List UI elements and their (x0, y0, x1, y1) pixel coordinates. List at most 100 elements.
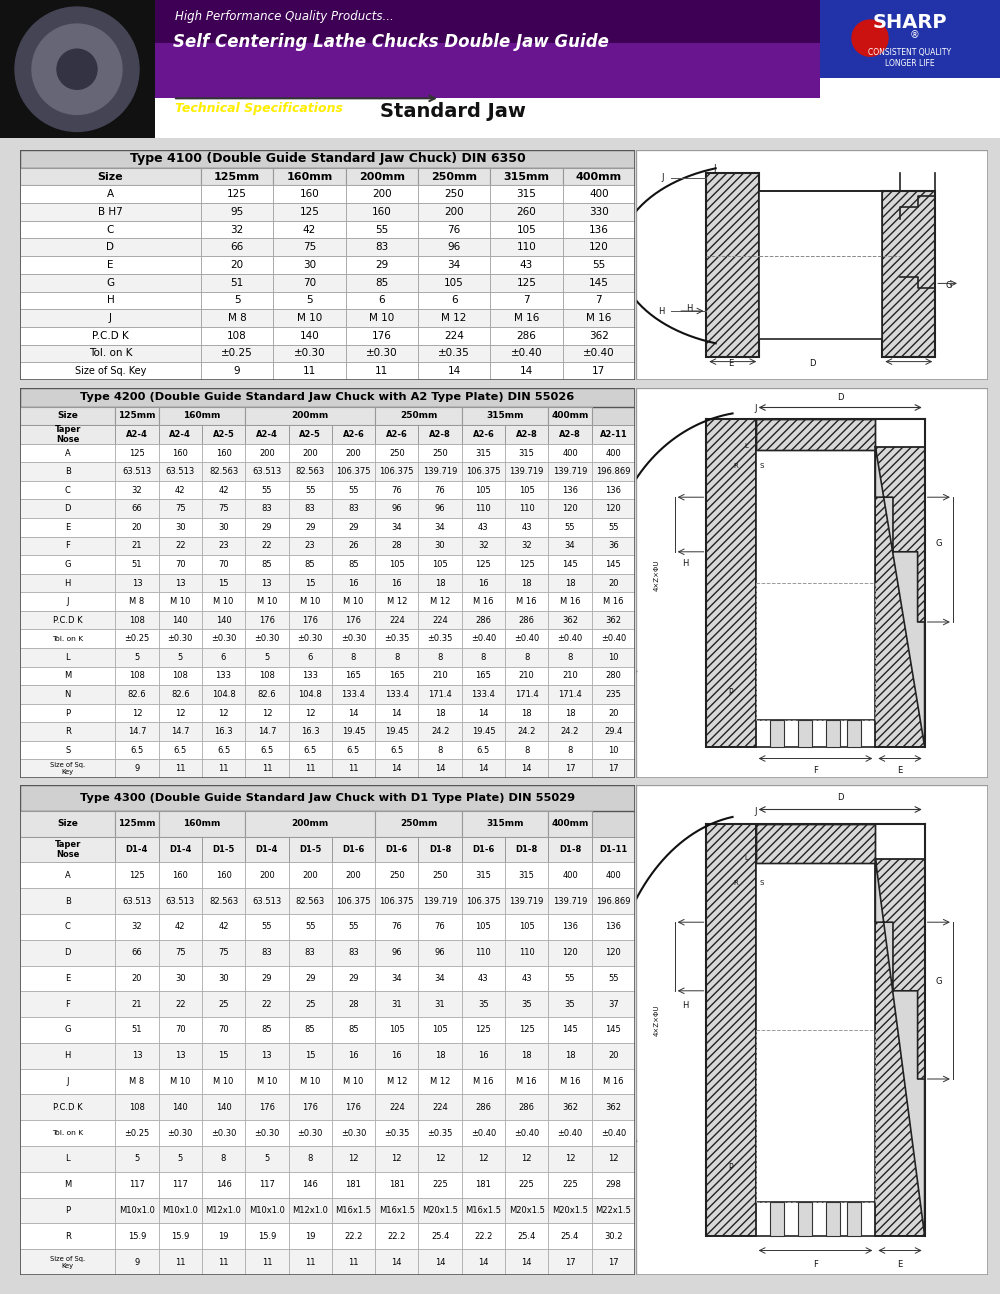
Bar (592, 1146, 635, 1172)
Bar (375, 1249, 418, 1275)
Bar (289, 426, 332, 444)
Bar (706, 173, 759, 357)
Text: 83: 83 (348, 505, 359, 514)
Text: 55: 55 (608, 523, 619, 532)
Text: 11: 11 (375, 366, 388, 377)
Text: 63.513: 63.513 (252, 467, 281, 476)
Bar (462, 1223, 505, 1249)
Bar (155, 43, 820, 98)
Text: 20: 20 (132, 974, 142, 983)
Bar (20, 722, 115, 741)
Text: 125: 125 (129, 449, 145, 458)
Bar (756, 824, 875, 863)
Bar (548, 888, 592, 914)
Text: 20: 20 (608, 1051, 619, 1060)
Text: M 16: M 16 (586, 313, 612, 324)
Text: 15.9: 15.9 (258, 1232, 276, 1241)
Text: Size: Size (57, 411, 78, 421)
Bar (159, 760, 202, 778)
Bar (245, 1198, 289, 1223)
Text: 30: 30 (218, 523, 229, 532)
Bar (418, 555, 462, 573)
Text: 104.8: 104.8 (212, 690, 235, 699)
Text: 110: 110 (476, 505, 491, 514)
Bar (332, 1069, 375, 1095)
Text: 120: 120 (589, 242, 609, 252)
Text: 30: 30 (303, 260, 316, 270)
Bar (548, 837, 592, 862)
Bar (820, 0, 1000, 98)
Bar (115, 629, 159, 648)
Text: M16x1.5: M16x1.5 (335, 1206, 371, 1215)
Bar (592, 537, 635, 555)
Bar (505, 837, 548, 862)
Text: 31: 31 (435, 1000, 445, 1009)
Bar (563, 274, 635, 291)
Bar (505, 555, 548, 573)
Text: M22x1.5: M22x1.5 (595, 1206, 631, 1215)
Text: H: H (682, 1002, 689, 1011)
Text: 110: 110 (519, 505, 535, 514)
Text: ±0.25: ±0.25 (124, 1128, 150, 1137)
Bar (20, 741, 115, 760)
Text: 25.4: 25.4 (431, 1232, 449, 1241)
Bar (462, 481, 505, 499)
Text: 14: 14 (348, 709, 359, 717)
Text: 9: 9 (234, 366, 240, 377)
Text: 11: 11 (175, 765, 185, 774)
Bar (289, 462, 332, 481)
Text: G: G (935, 540, 942, 549)
Bar (375, 811, 462, 837)
Text: 196.869: 196.869 (596, 897, 631, 906)
Text: J: J (713, 164, 716, 172)
Bar (332, 704, 375, 722)
Text: 286: 286 (517, 331, 536, 340)
Text: M 16: M 16 (514, 313, 539, 324)
Bar (332, 722, 375, 741)
Bar (115, 741, 159, 760)
Text: 85: 85 (262, 1026, 272, 1034)
Bar (332, 555, 375, 573)
Bar (462, 1095, 505, 1121)
Bar (847, 719, 861, 747)
Text: M 16: M 16 (560, 597, 580, 606)
Text: Technical Specifications: Technical Specifications (175, 102, 343, 115)
Bar (548, 1223, 592, 1249)
Text: 5: 5 (264, 652, 269, 661)
Bar (202, 1146, 245, 1172)
Bar (159, 965, 202, 991)
Bar (592, 462, 635, 481)
Bar (375, 499, 418, 518)
Text: 20: 20 (608, 709, 619, 717)
Text: Type 4300 (Double Guide Standard Jaw Chuck with D1 Type Plate) DIN 55029: Type 4300 (Double Guide Standard Jaw Chu… (80, 793, 575, 802)
Text: 200: 200 (346, 871, 361, 880)
Bar (418, 1043, 462, 1069)
Bar (289, 593, 332, 611)
Bar (548, 611, 592, 629)
Text: 176: 176 (345, 616, 361, 625)
Text: M16x1.5: M16x1.5 (379, 1206, 415, 1215)
Bar (462, 741, 505, 760)
Bar (462, 1017, 505, 1043)
Text: 6: 6 (307, 652, 313, 661)
Bar (490, 327, 563, 344)
Text: 35: 35 (565, 1000, 575, 1009)
Text: D1-5: D1-5 (212, 845, 235, 854)
Bar (548, 555, 592, 573)
Bar (548, 939, 592, 965)
Text: 42: 42 (303, 225, 316, 234)
Text: 105: 105 (519, 923, 535, 932)
Bar (20, 593, 115, 611)
Bar (490, 203, 563, 221)
Bar (115, 611, 159, 629)
Bar (332, 1198, 375, 1223)
Bar (418, 1069, 462, 1095)
Text: 176: 176 (259, 616, 275, 625)
Bar (245, 481, 289, 499)
Text: 76: 76 (447, 225, 461, 234)
Text: D: D (809, 360, 815, 369)
Bar (245, 837, 289, 862)
Bar (245, 862, 289, 888)
Bar (332, 837, 375, 862)
Bar (202, 611, 245, 629)
